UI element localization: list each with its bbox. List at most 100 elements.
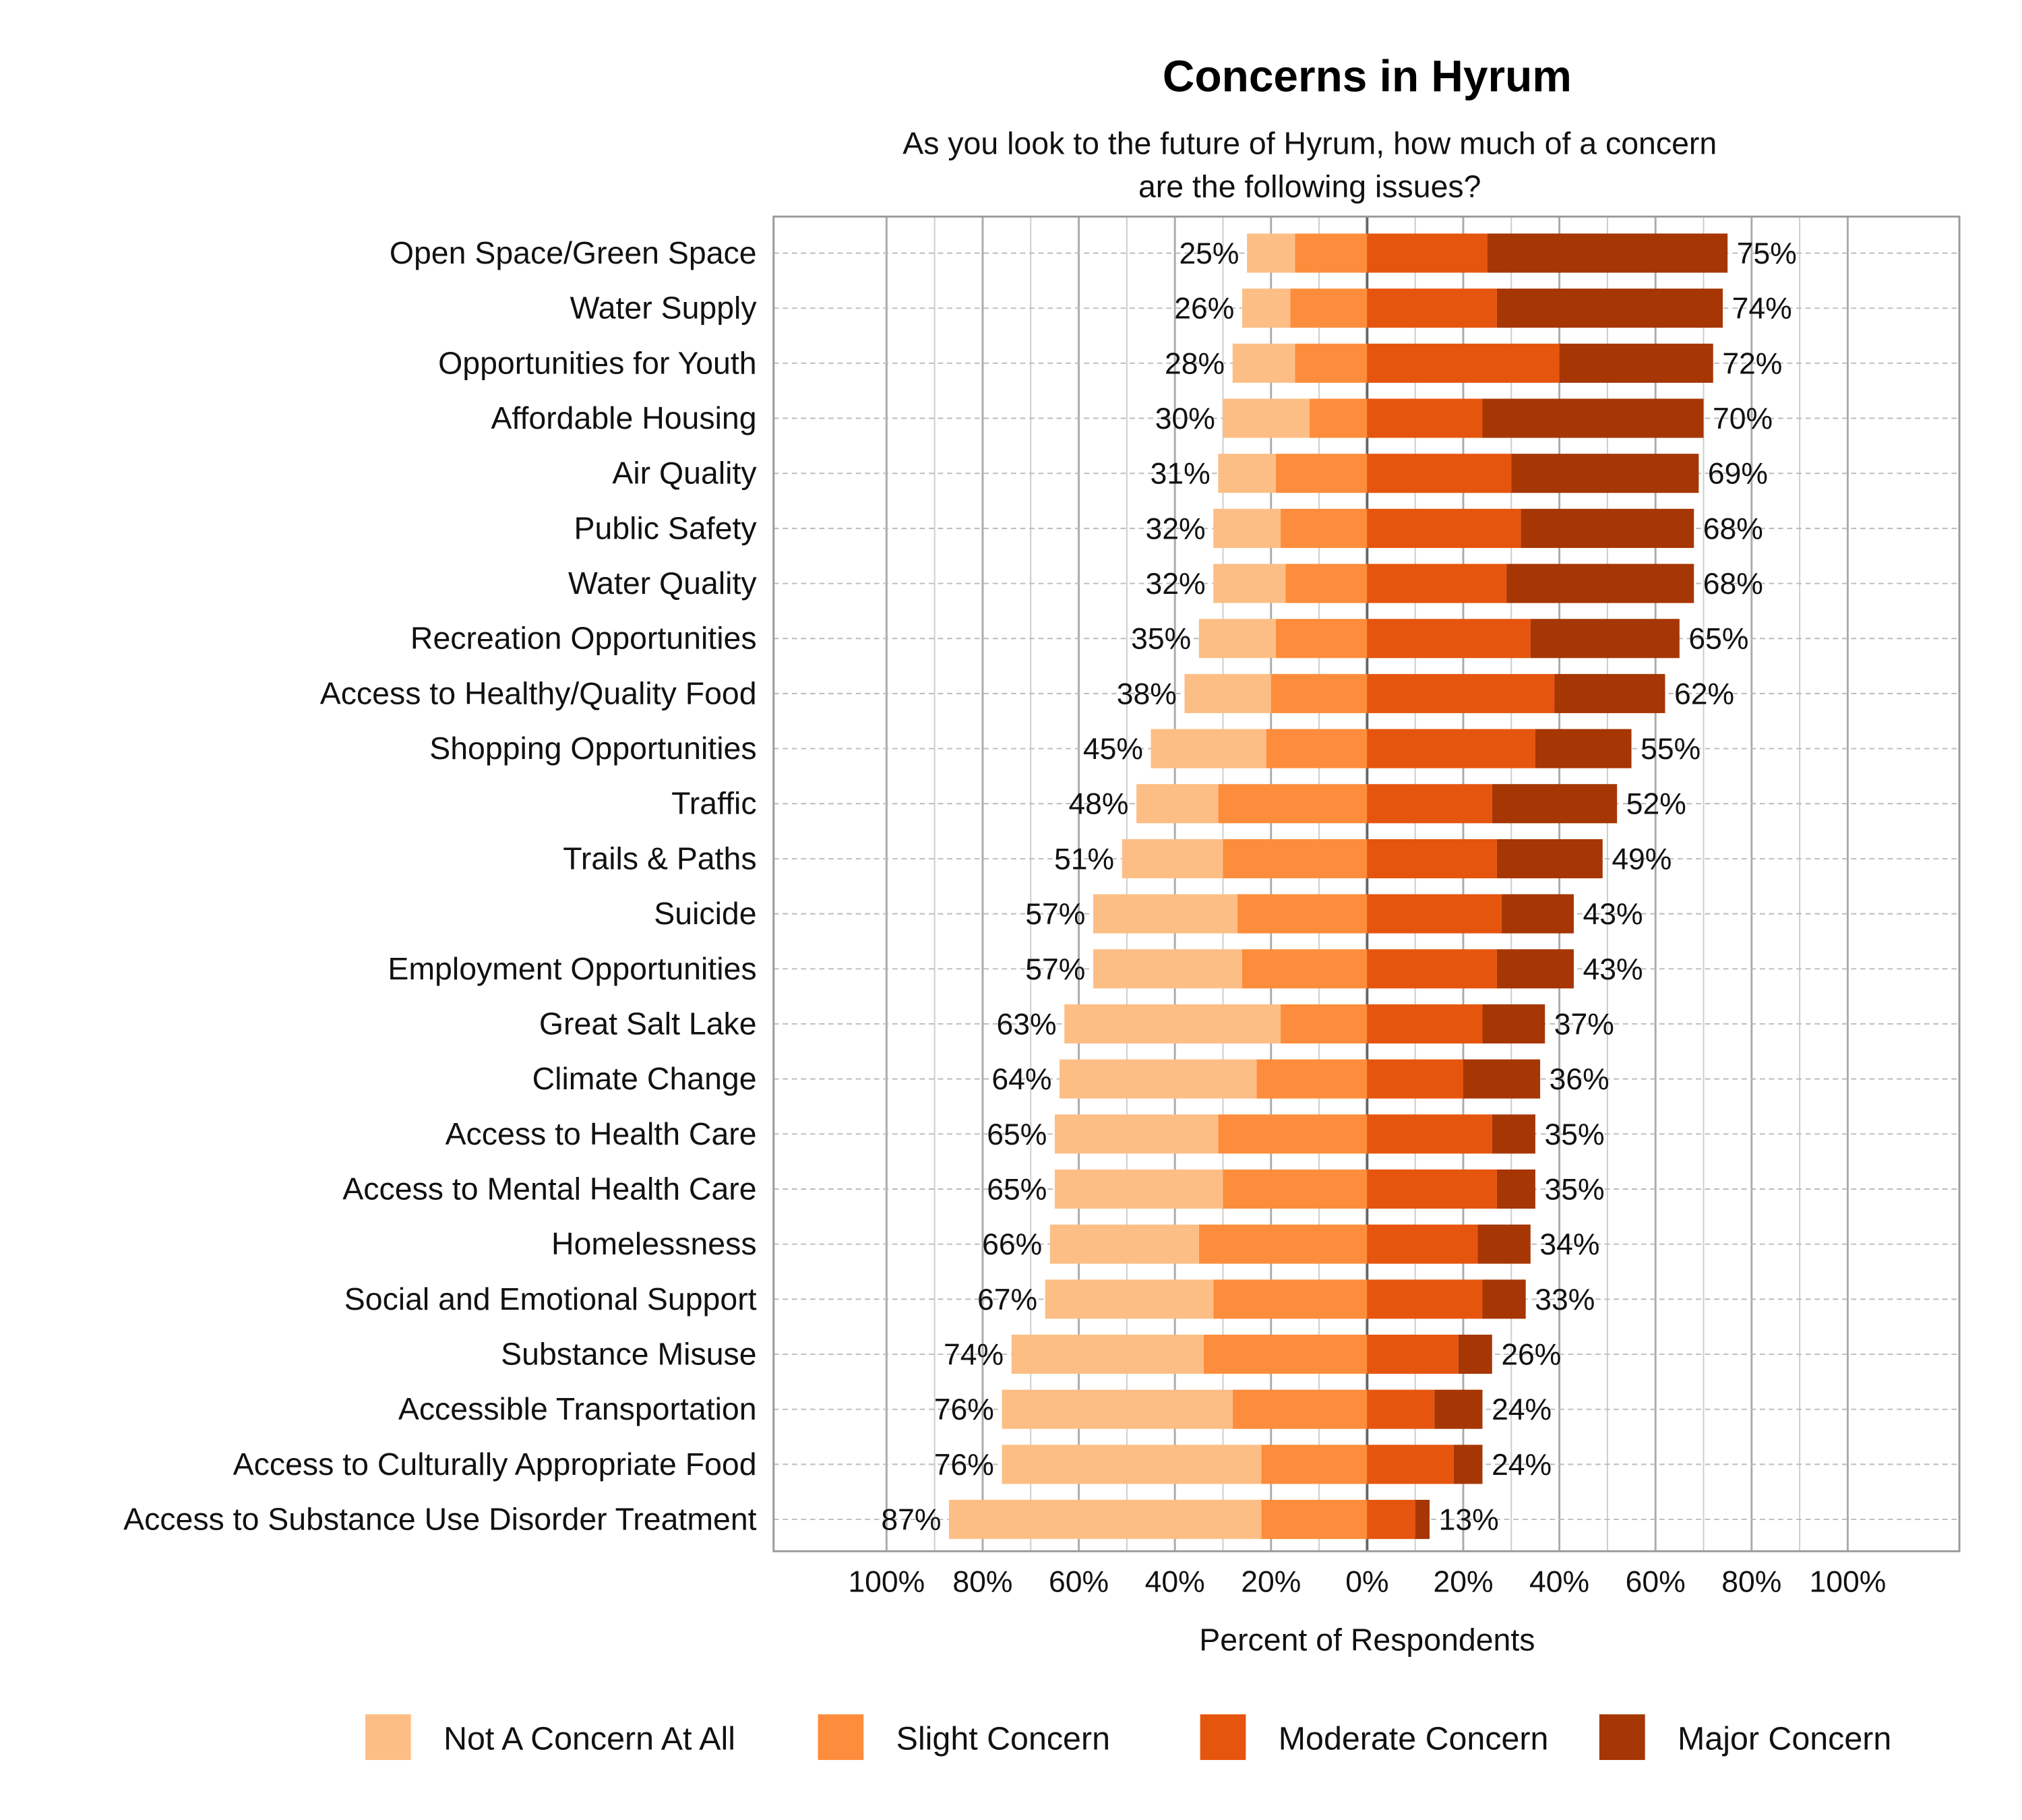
bar-major-concern bbox=[1482, 1004, 1545, 1043]
x-tick-label: 0% bbox=[1345, 1565, 1388, 1598]
x-tick-label: 100% bbox=[848, 1565, 925, 1598]
negative-total-label: 76% bbox=[934, 1449, 994, 1482]
legend-label: Moderate Concern bbox=[1279, 1720, 1549, 1757]
bar-slight-concern bbox=[1232, 1389, 1368, 1429]
bar-not-a-concern-at-all bbox=[1136, 784, 1219, 824]
x-tick-label: 80% bbox=[1721, 1565, 1781, 1598]
category-label: Employment Opportunities bbox=[388, 951, 756, 986]
x-tick-label: 60% bbox=[1049, 1565, 1109, 1598]
category-label: Climate Change bbox=[532, 1061, 757, 1096]
category-label: Public Safety bbox=[574, 510, 758, 545]
bar-major-concern bbox=[1496, 289, 1723, 328]
positive-total-label: 35% bbox=[1544, 1118, 1604, 1151]
category-label: Access to Healthy/Quality Food bbox=[320, 675, 757, 710]
bar-slight-concern bbox=[1198, 1224, 1368, 1264]
bar-moderate-concern bbox=[1367, 949, 1497, 989]
bar-moderate-concern bbox=[1367, 1114, 1492, 1154]
negative-total-label: 63% bbox=[996, 1008, 1056, 1041]
bar-major-concern bbox=[1482, 398, 1704, 438]
positive-total-label: 74% bbox=[1732, 293, 1792, 326]
bar-not-a-concern-at-all bbox=[1060, 1059, 1257, 1099]
negative-total-label: 28% bbox=[1165, 347, 1225, 380]
positive-total-label: 24% bbox=[1492, 1393, 1552, 1426]
bar-not-a-concern-at-all bbox=[1093, 949, 1242, 989]
bar-not-a-concern-at-all bbox=[1045, 1279, 1214, 1319]
negative-total-label: 66% bbox=[982, 1228, 1042, 1261]
value-labels: 25% 75% 26% 74% 28% 72% 30% 70% 31% 69% 32% 68% 32% 6… bbox=[881, 237, 1796, 1537]
negative-total-label: 74% bbox=[944, 1339, 1004, 1372]
negative-total-label: 25% bbox=[1179, 237, 1239, 270]
legend-swatch bbox=[1200, 1714, 1246, 1760]
bar-not-a-concern-at-all bbox=[1247, 233, 1295, 273]
plot-frame bbox=[772, 215, 1961, 1552]
bar-slight-concern bbox=[1295, 233, 1368, 273]
bar-moderate-concern bbox=[1367, 839, 1497, 878]
positive-total-label: 68% bbox=[1703, 568, 1763, 601]
positive-total-label: 43% bbox=[1583, 953, 1643, 986]
bar-moderate-concern bbox=[1367, 564, 1507, 603]
negative-total-label: 32% bbox=[1146, 512, 1206, 545]
bar-slight-concern bbox=[1203, 1335, 1368, 1374]
bar-not-a-concern-at-all bbox=[1232, 343, 1295, 383]
bar-major-concern bbox=[1530, 619, 1680, 659]
bar-major-concern bbox=[1487, 233, 1728, 273]
negative-total-label: 57% bbox=[1025, 953, 1085, 986]
positive-total-label: 69% bbox=[1708, 458, 1768, 491]
bar-moderate-concern bbox=[1367, 1004, 1483, 1043]
bars bbox=[949, 233, 1728, 1540]
bar-major-concern bbox=[1496, 1169, 1535, 1209]
bar-not-a-concern-at-all bbox=[1002, 1389, 1233, 1429]
negative-total-label: 32% bbox=[1146, 568, 1206, 601]
category-label: Homelessness bbox=[551, 1226, 757, 1261]
category-label: Affordable Housing bbox=[491, 400, 756, 435]
chart-subtitle-line-1: As you look to the future of Hyrum, how … bbox=[902, 125, 1717, 160]
bar-major-concern bbox=[1458, 1335, 1492, 1374]
bar-not-a-concern-at-all bbox=[1054, 1114, 1219, 1154]
bar-not-a-concern-at-all bbox=[1002, 1445, 1262, 1484]
positive-total-label: 26% bbox=[1501, 1339, 1561, 1372]
bar-moderate-concern bbox=[1367, 1224, 1478, 1264]
bar-slight-concern bbox=[1213, 1279, 1368, 1319]
bar-major-concern bbox=[1554, 673, 1665, 713]
bar-not-a-concern-at-all bbox=[1049, 1224, 1199, 1264]
category-label: Substance Misuse bbox=[501, 1337, 756, 1372]
negative-total-label: 26% bbox=[1174, 293, 1234, 326]
bar-major-concern bbox=[1492, 1114, 1535, 1154]
category-label: Air Quality bbox=[612, 456, 757, 491]
bar-moderate-concern bbox=[1367, 1500, 1415, 1540]
bar-moderate-concern bbox=[1367, 398, 1483, 438]
bar-moderate-concern bbox=[1367, 1389, 1435, 1429]
negative-total-label: 67% bbox=[977, 1283, 1037, 1316]
bar-major-concern bbox=[1453, 1445, 1483, 1484]
bar-not-a-concern-at-all bbox=[1242, 289, 1291, 328]
bar-major-concern bbox=[1492, 784, 1618, 824]
category-label: Open Space/Green Space bbox=[390, 235, 757, 270]
negative-total-label: 57% bbox=[1025, 898, 1085, 931]
bar-not-a-concern-at-all bbox=[1198, 619, 1276, 659]
negative-total-label: 38% bbox=[1117, 677, 1177, 710]
bar-not-a-concern-at-all bbox=[949, 1500, 1262, 1540]
category-label: Social and Emotional Support bbox=[344, 1281, 757, 1316]
negative-total-label: 76% bbox=[934, 1393, 994, 1426]
bar-not-a-concern-at-all bbox=[1122, 839, 1223, 878]
category-label: Suicide bbox=[654, 896, 756, 931]
bar-slight-concern bbox=[1261, 1500, 1368, 1540]
bar-moderate-concern bbox=[1367, 343, 1560, 383]
negative-total-label: 48% bbox=[1068, 788, 1128, 821]
bar-moderate-concern bbox=[1367, 289, 1497, 328]
bar-moderate-concern bbox=[1367, 1169, 1497, 1209]
bar-moderate-concern bbox=[1367, 508, 1521, 548]
bar-not-a-concern-at-all bbox=[1064, 1004, 1281, 1043]
negative-total-label: 35% bbox=[1131, 623, 1191, 656]
bar-moderate-concern bbox=[1367, 1059, 1463, 1099]
bar-moderate-concern bbox=[1367, 619, 1531, 659]
bar-major-concern bbox=[1535, 729, 1632, 768]
bar-slight-concern bbox=[1270, 673, 1368, 713]
positive-total-label: 13% bbox=[1439, 1504, 1499, 1537]
category-label: Water Supply bbox=[570, 291, 758, 326]
x-tick-label: 60% bbox=[1626, 1565, 1686, 1598]
bar-not-a-concern-at-all bbox=[1218, 454, 1276, 493]
bar-major-concern bbox=[1434, 1389, 1483, 1429]
bar-not-a-concern-at-all bbox=[1054, 1169, 1223, 1209]
positive-total-label: 36% bbox=[1550, 1063, 1610, 1096]
